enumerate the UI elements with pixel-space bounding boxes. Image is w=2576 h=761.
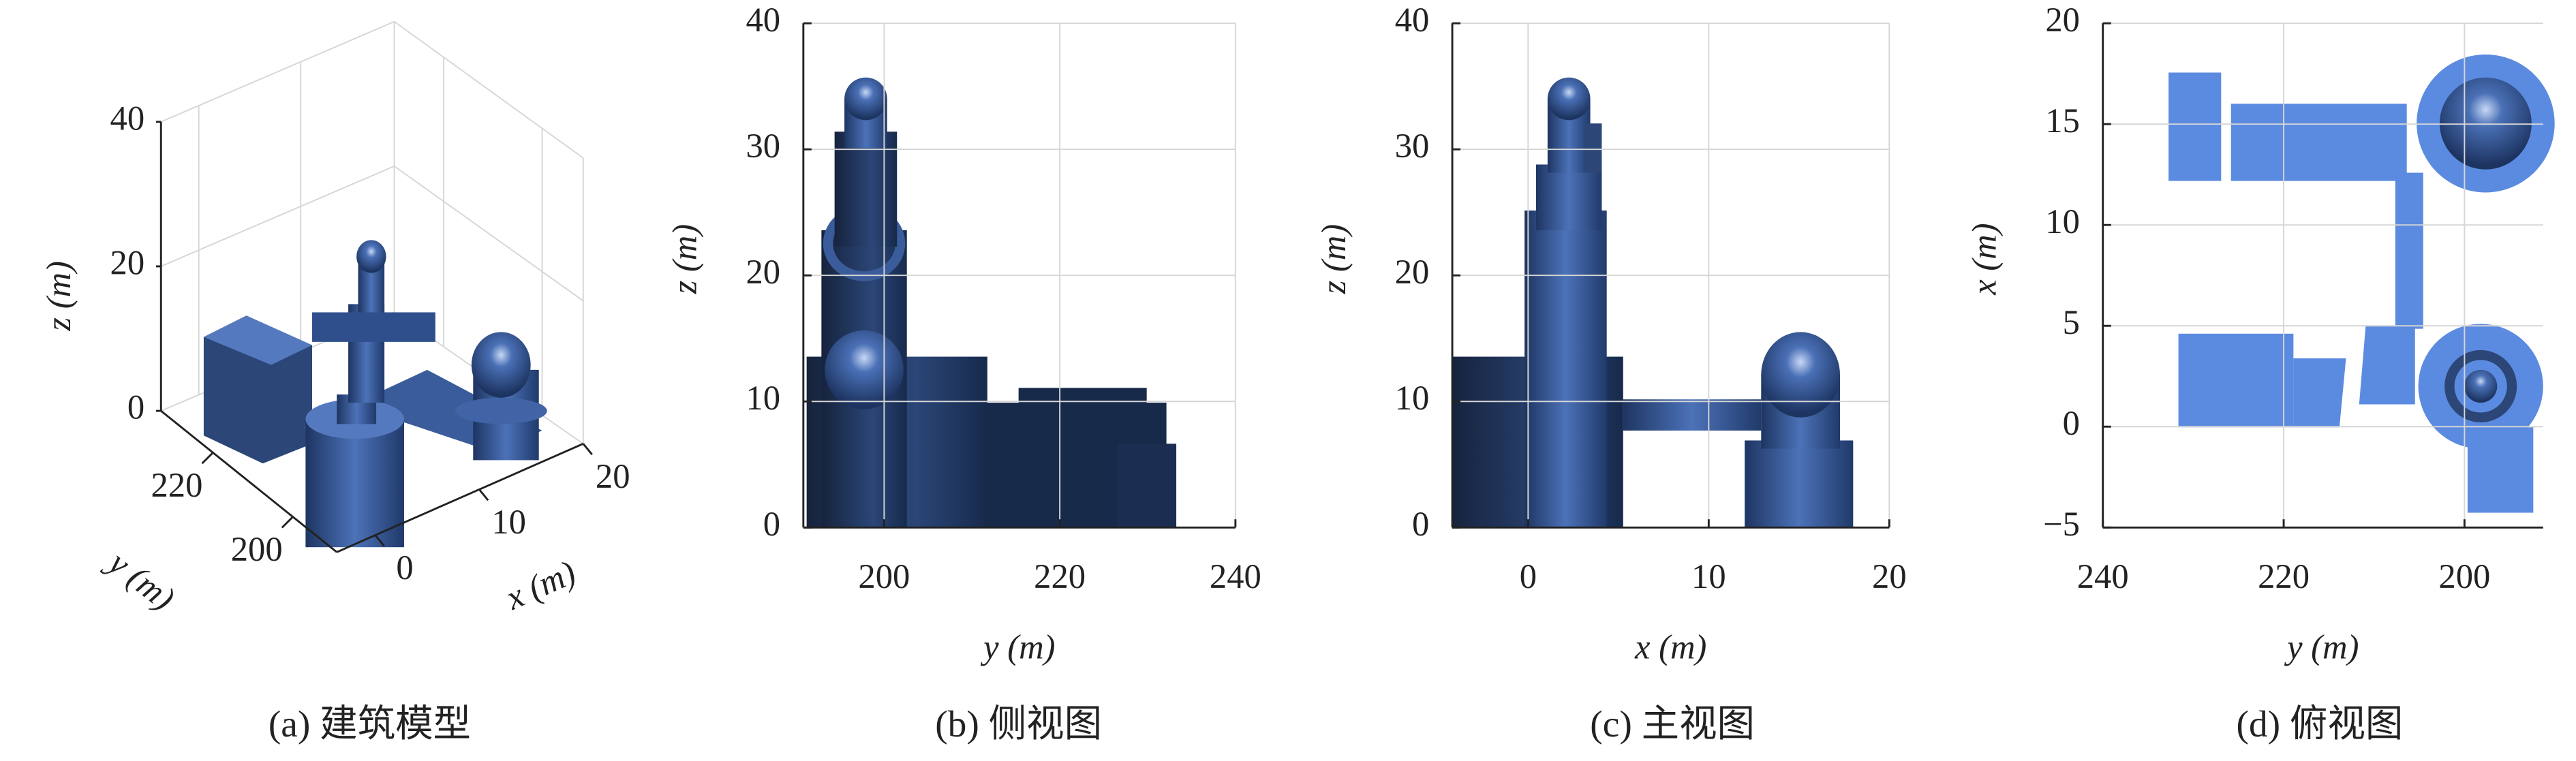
y-tick-label: 0 (1412, 505, 1429, 543)
tick-mark (478, 488, 489, 501)
y-axis-label: x (m) (1965, 223, 2004, 295)
z-tick-label: 0 (127, 388, 144, 426)
caption: (a) 建筑模型 (269, 703, 471, 745)
x-tick-label: 20 (596, 457, 630, 495)
x-axis-label: y (m) (980, 628, 1055, 666)
tick-mark (281, 516, 294, 529)
tick-mark (582, 443, 593, 456)
x-tick-label: 0 (1520, 557, 1537, 595)
z-tick-label: 40 (110, 99, 145, 137)
y-axis-label: z (m) (1315, 224, 1353, 295)
x-tick-label: 240 (2077, 557, 2129, 595)
caption: (c) 主视图 (1590, 703, 1755, 745)
y-tick-label: 220 (151, 466, 202, 504)
caption: (d) 俯视图 (2237, 703, 2404, 745)
y-tick-label: −5 (2043, 505, 2080, 543)
caption: (b) 侧视图 (935, 703, 1102, 745)
y-tick-label: 10 (1395, 379, 1430, 417)
y-tick-label: 20 (746, 253, 780, 291)
y-tick-label: 200 (231, 530, 283, 568)
y-tick-label: 10 (746, 379, 780, 417)
z-tick-label: 20 (110, 244, 145, 282)
y-axis-label: y (m) (99, 541, 182, 617)
model-d (2168, 54, 2555, 513)
x-axis-label: y (m) (2284, 628, 2359, 666)
x-axis-label: x (m) (500, 553, 581, 617)
x-tick-label: 10 (491, 503, 526, 541)
x-tick-label: 220 (2258, 557, 2310, 595)
x-tick-label: 0 (396, 548, 413, 587)
x-tick-label: 20 (1872, 557, 1907, 595)
x-tick-label: 240 (1210, 557, 1261, 595)
y-tick-label: 0 (763, 505, 780, 543)
y-tick-label: 20 (1395, 253, 1430, 291)
model-c (1452, 77, 1854, 528)
y-tick-label: 5 (2063, 303, 2080, 341)
y-axis-label: z (m) (666, 224, 704, 295)
tick-mark (201, 452, 214, 465)
x-tick-label: 200 (2438, 557, 2490, 595)
y-tick-label: 10 (2045, 202, 2080, 240)
y-tick-label: 15 (2045, 102, 2080, 140)
x-axis-label: x (m) (1634, 628, 1706, 666)
x-axis (336, 442, 584, 553)
y-axis (160, 409, 338, 553)
model-a (203, 240, 547, 548)
y-tick-label: 40 (746, 1, 780, 39)
y-tick-label: 20 (2045, 1, 2080, 39)
tick-mark (374, 534, 385, 547)
x-tick-label: 10 (1691, 557, 1726, 595)
model-b (806, 77, 1177, 528)
y-tick-label: 30 (1395, 127, 1430, 165)
y-tick-label: 30 (746, 127, 780, 165)
y-tick-label: 40 (1395, 1, 1430, 39)
x-tick-label: 220 (1034, 557, 1086, 595)
y-tick-label: 0 (2063, 404, 2080, 442)
x-tick-label: 200 (858, 557, 910, 595)
z-axis-label: z (m) (40, 261, 78, 332)
